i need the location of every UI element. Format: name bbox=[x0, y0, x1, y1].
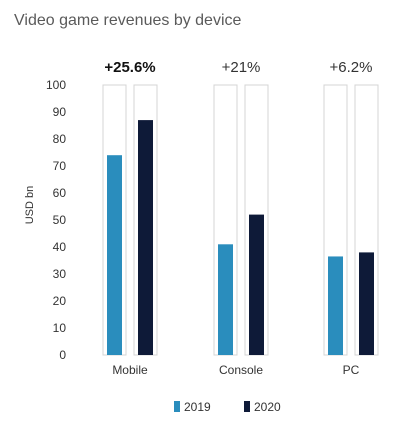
chart-title: Video game revenues by device bbox=[14, 12, 242, 29]
bar-mobile-2020 bbox=[138, 120, 153, 355]
y-tick-label: 80 bbox=[53, 132, 67, 146]
growth-annotation: +6.2% bbox=[330, 59, 373, 76]
y-tick-label: 30 bbox=[53, 267, 67, 281]
legend-label: 2020 bbox=[254, 400, 281, 414]
bar-console-2019 bbox=[218, 244, 233, 355]
y-tick-label: 100 bbox=[46, 78, 66, 92]
y-tick-label: 0 bbox=[59, 348, 66, 362]
growth-annotation: +25.6% bbox=[104, 59, 155, 76]
y-tick-label: 40 bbox=[53, 240, 67, 254]
y-tick-label: 50 bbox=[53, 213, 67, 227]
x-category-label: PC bbox=[343, 363, 360, 377]
y-tick-label: 20 bbox=[53, 294, 67, 308]
legend-swatch-2019 bbox=[174, 401, 180, 412]
bar-mobile-2019 bbox=[107, 155, 122, 355]
legend-label: 2019 bbox=[184, 400, 211, 414]
y-tick-label: 10 bbox=[53, 321, 67, 335]
x-category-label: Console bbox=[219, 363, 263, 377]
y-tick-label: 90 bbox=[53, 105, 67, 119]
y-tick-label: 60 bbox=[53, 186, 67, 200]
x-category-label: Mobile bbox=[112, 363, 148, 377]
y-axis-label: USD bn bbox=[24, 186, 36, 225]
legend-swatch-2020 bbox=[244, 401, 250, 412]
growth-annotation: +21% bbox=[222, 59, 261, 76]
bar-console-2020 bbox=[249, 214, 264, 355]
bar-pc-2020 bbox=[359, 252, 374, 355]
y-tick-label: 70 bbox=[53, 159, 67, 173]
bar-pc-2019 bbox=[328, 256, 343, 355]
